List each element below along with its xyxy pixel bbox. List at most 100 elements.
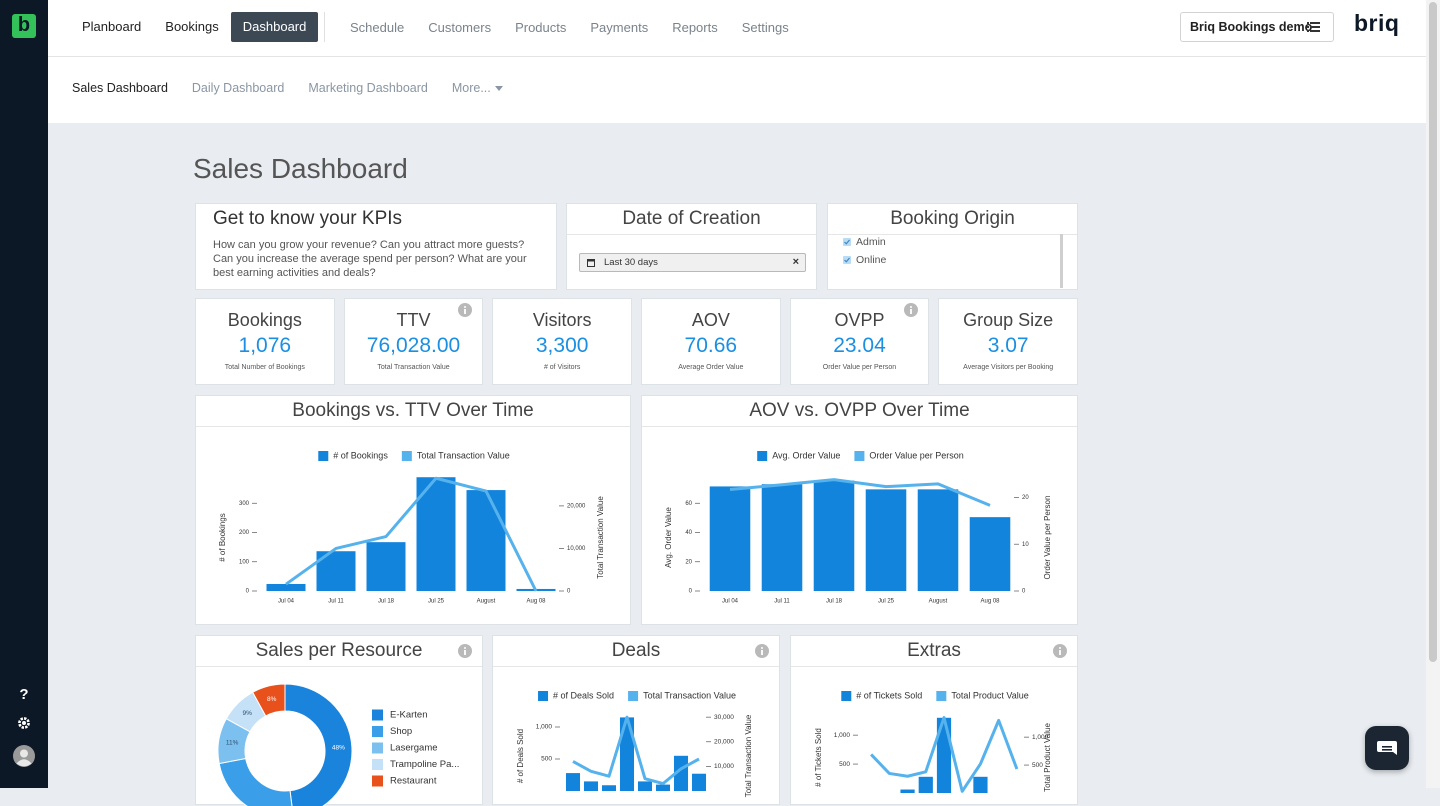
- bar[interactable]: [583, 781, 599, 791]
- checkbox[interactable]: [843, 238, 851, 246]
- legend-label[interactable]: # of Bookings: [333, 450, 388, 460]
- settings-icon[interactable]: [17, 716, 31, 730]
- bar[interactable]: [691, 773, 707, 791]
- bar[interactable]: [865, 489, 907, 591]
- y2-axis-title: Total Product Value: [1043, 723, 1052, 792]
- chart: Avg. Order Value Order Value per Person 0 2…: [664, 450, 1052, 604]
- origin-option[interactable]: Admin: [843, 236, 886, 248]
- info-icon[interactable]: [458, 303, 473, 317]
- legend-label[interactable]: # of Tickets Sold: [856, 690, 922, 700]
- scroll-thumb[interactable]: [1429, 2, 1437, 662]
- chart: # of Tickets Sold Total Product Value5001…: [814, 690, 1052, 793]
- bar[interactable]: [709, 486, 751, 591]
- donut-segment[interactable]: [218, 757, 293, 806]
- intro-panel: Get to know your KPIs How can you grow y…: [195, 203, 557, 290]
- bar[interactable]: [601, 785, 617, 791]
- nav-item[interactable]: Planboard: [82, 19, 142, 34]
- origin-option[interactable]: Online: [843, 254, 886, 266]
- bar[interactable]: [266, 583, 306, 591]
- legend-swatch: [538, 691, 549, 701]
- legend-label[interactable]: Lasergame: [390, 743, 438, 754]
- bar[interactable]: [969, 517, 1011, 591]
- y-axis-title: # of Tickets Sold: [814, 728, 823, 787]
- chart-panel: 48% E-Karten Shop 11% Lasergame 9% Trampoline …: [195, 635, 483, 806]
- kpi-value: 23.04: [833, 334, 886, 357]
- y-axis-title: # of Deals Sold: [516, 729, 525, 783]
- y-tick-label: 100: [239, 559, 250, 565]
- y2-tick-label: 500: [1032, 762, 1043, 769]
- legend-swatch: [841, 691, 852, 701]
- dashboard-tab[interactable]: More...: [451, 81, 491, 95]
- kpi-card: TTV 76,028.00 Total Transaction Value: [343, 298, 484, 385]
- legend-swatch: [372, 709, 383, 721]
- bar[interactable]: [565, 773, 581, 791]
- y-tick-label: 60: [685, 501, 692, 507]
- bar[interactable]: [366, 542, 406, 591]
- bar[interactable]: [917, 489, 959, 591]
- dashboard-tab[interactable]: Sales Dashboard: [72, 81, 168, 95]
- legend-label[interactable]: Total Transaction Value: [417, 450, 510, 460]
- legend-label[interactable]: Shop: [390, 726, 412, 737]
- bar[interactable]: [466, 490, 506, 591]
- chart: # of Deals Sold Total Transaction Value 50…: [516, 690, 753, 797]
- legend-label[interactable]: Avg. Order Value: [772, 450, 840, 460]
- nav-item[interactable]: Reports: [672, 19, 718, 35]
- nav-item[interactable]: Bookings: [165, 19, 219, 34]
- chat-icon: [1377, 741, 1397, 755]
- info-icon[interactable]: [755, 644, 769, 658]
- info-dot: [910, 306, 913, 308]
- legend-label[interactable]: # of Deals Sold: [553, 690, 614, 700]
- donut-segment[interactable]: [284, 683, 353, 806]
- account-button[interactable]: Briq Bookings demo: [1180, 12, 1334, 42]
- bar[interactable]: [673, 755, 689, 791]
- legend-label[interactable]: Total Transaction Value: [643, 690, 736, 700]
- clear-button[interactable]: ×: [792, 256, 799, 268]
- nav-item[interactable]: Payments: [590, 19, 649, 35]
- info-icon[interactable]: [1053, 644, 1067, 658]
- x-tick-label: August: [477, 599, 496, 605]
- option-label: Admin: [856, 236, 886, 248]
- legend-swatch: [628, 691, 639, 701]
- nav-item[interactable]: Dashboard: [230, 12, 319, 42]
- bar[interactable]: [416, 477, 456, 591]
- info-icon[interactable]: [458, 644, 472, 658]
- segment-label: 8%: [267, 696, 277, 703]
- dashboard-tab[interactable]: Daily Dashboard: [191, 81, 285, 95]
- checkbox[interactable]: [843, 256, 851, 264]
- user-avatar[interactable]: [13, 745, 35, 767]
- date-range-input[interactable]: Last 30 days ×: [579, 253, 806, 272]
- bar[interactable]: [918, 776, 933, 793]
- nav-item[interactable]: Products: [515, 19, 567, 35]
- legend-label[interactable]: Order Value per Person: [869, 450, 963, 460]
- legend-label[interactable]: Trampoline Pa...: [390, 759, 459, 770]
- info-icon[interactable]: [904, 303, 919, 317]
- dashboard-tab[interactable]: Marketing Dashboard: [308, 81, 428, 95]
- y2-tick-label: 20,000: [714, 738, 734, 745]
- app-logo[interactable]: b: [12, 14, 36, 38]
- y-tick-label: 500: [839, 761, 850, 768]
- nav-item[interactable]: Settings: [741, 19, 789, 35]
- y-tick-label: 500: [541, 756, 552, 763]
- chart-panel: # of Tickets Sold Total Product Value 500 1…: [790, 635, 1078, 805]
- chat-button[interactable]: [1365, 726, 1409, 770]
- nav-item[interactable]: Schedule: [350, 19, 405, 35]
- scrollbar: [1060, 234, 1063, 288]
- bar[interactable]: [813, 480, 855, 591]
- bar[interactable]: [637, 781, 653, 791]
- bar[interactable]: [900, 789, 915, 793]
- donut-segment[interactable]: [252, 683, 286, 717]
- brand-logo[interactable]: briq: [1354, 10, 1400, 36]
- bar[interactable]: [761, 484, 803, 591]
- help-button[interactable]: ?: [19, 686, 29, 703]
- sidebar: b ?: [0, 0, 48, 788]
- legend-label[interactable]: Restaurant: [390, 776, 437, 787]
- nav-item[interactable]: Customers: [428, 19, 492, 35]
- y2-tick-label: 0: [567, 589, 571, 595]
- bar[interactable]: [973, 776, 988, 793]
- segment-label: 11%: [226, 739, 239, 746]
- y-axis-title: Avg. Order Value: [664, 507, 673, 568]
- x-tick-label: Jul 04: [278, 599, 295, 605]
- bar[interactable]: [619, 717, 635, 791]
- legend-label[interactable]: E-Karten: [390, 710, 428, 721]
- legend-label[interactable]: Total Product Value: [951, 690, 1028, 700]
